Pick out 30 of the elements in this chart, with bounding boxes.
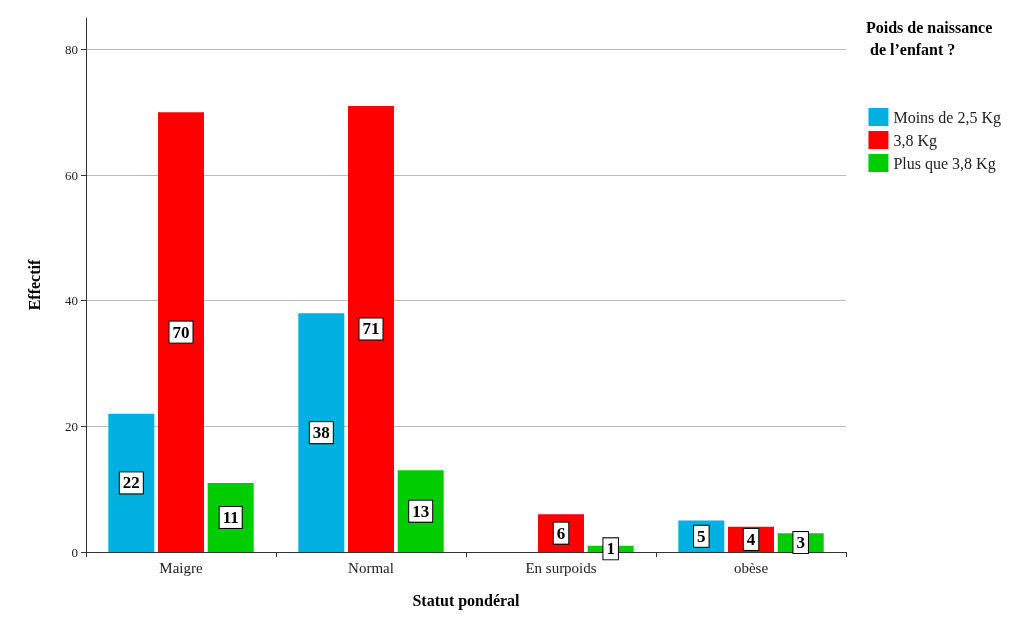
data-label: 1 — [606, 539, 615, 559]
x-tick-label: obèse — [733, 559, 769, 576]
bar — [108, 413, 155, 552]
x-tick-label: En surpoids — [525, 559, 597, 576]
y-axis-title: Effectif — [25, 259, 43, 311]
data-label: 11 — [222, 507, 239, 527]
data-label: 3 — [796, 533, 805, 553]
y-tick-label: 40 — [65, 293, 78, 309]
y-tick-label: 60 — [65, 167, 78, 183]
bar — [298, 313, 345, 552]
data-label: 6 — [556, 523, 566, 543]
data-label: 13 — [412, 501, 430, 521]
legend-label: Moins de 2,5 Kg — [893, 108, 1002, 127]
x-tick-label: Normal — [348, 559, 394, 576]
data-label: 5 — [697, 526, 706, 546]
data-label: 70 — [172, 322, 190, 342]
legend-title: Poids de naissance de l’enfant ? — [866, 18, 993, 58]
legend-label: Plus que 3,8 Kg — [893, 154, 996, 173]
data-label: 4 — [746, 529, 756, 549]
y-tick-label: 20 — [65, 418, 78, 434]
y-tick-label: 0 — [71, 544, 78, 560]
legend-label: 3,8 Kg — [893, 131, 938, 150]
data-label: 38 — [312, 423, 330, 443]
data-label: 71 — [362, 319, 380, 339]
y-tick-label: 80 — [65, 41, 78, 57]
x-tick-label: Maigre — [159, 559, 203, 576]
x-axis-title: Statut pondéral — [412, 591, 521, 610]
data-label: 22 — [122, 473, 140, 493]
bar — [348, 105, 394, 552]
bar — [158, 112, 204, 552]
